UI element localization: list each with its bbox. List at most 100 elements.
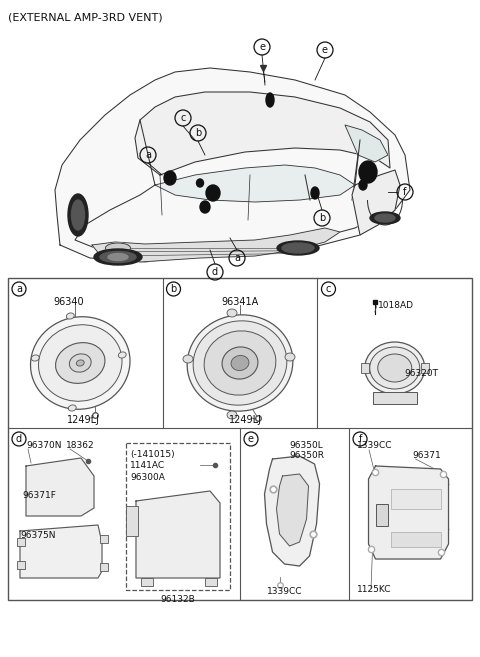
Bar xyxy=(421,363,429,373)
Polygon shape xyxy=(26,458,94,516)
Ellipse shape xyxy=(311,187,319,199)
Bar xyxy=(100,535,108,543)
Bar xyxy=(17,561,25,569)
Ellipse shape xyxy=(68,405,76,411)
Text: b: b xyxy=(195,128,201,138)
Bar xyxy=(141,578,153,586)
Text: (EXTERNAL AMP-3RD VENT): (EXTERNAL AMP-3RD VENT) xyxy=(8,13,163,23)
Bar xyxy=(391,532,441,547)
Ellipse shape xyxy=(282,243,314,253)
Ellipse shape xyxy=(378,354,412,382)
Polygon shape xyxy=(55,68,410,262)
Ellipse shape xyxy=(370,212,400,224)
Text: 96320T: 96320T xyxy=(405,369,439,378)
Text: e: e xyxy=(248,434,254,444)
Text: 96371F: 96371F xyxy=(22,491,56,501)
Bar xyxy=(373,392,417,404)
Text: 96340: 96340 xyxy=(53,297,84,307)
Ellipse shape xyxy=(66,313,74,319)
Ellipse shape xyxy=(231,355,249,371)
Text: 96350R: 96350R xyxy=(289,451,324,461)
Ellipse shape xyxy=(183,355,193,363)
Text: 96350L: 96350L xyxy=(289,442,323,451)
Ellipse shape xyxy=(100,252,136,263)
Ellipse shape xyxy=(370,347,420,389)
Polygon shape xyxy=(369,466,448,559)
Text: a: a xyxy=(16,284,22,294)
Text: 1018AD: 1018AD xyxy=(378,302,414,311)
Ellipse shape xyxy=(285,353,295,361)
Text: a: a xyxy=(234,253,240,263)
Ellipse shape xyxy=(277,241,319,255)
Text: b: b xyxy=(319,213,325,223)
Text: 96375N: 96375N xyxy=(20,532,56,541)
Text: e: e xyxy=(322,45,328,55)
Ellipse shape xyxy=(94,249,142,265)
Polygon shape xyxy=(264,456,320,566)
Ellipse shape xyxy=(196,179,204,187)
Text: 1125KC: 1125KC xyxy=(357,585,392,595)
Ellipse shape xyxy=(76,360,84,366)
Polygon shape xyxy=(92,228,340,262)
Polygon shape xyxy=(276,474,309,546)
Text: 1249LJ: 1249LJ xyxy=(67,415,100,425)
Ellipse shape xyxy=(68,194,88,236)
Ellipse shape xyxy=(359,180,367,190)
Text: c: c xyxy=(326,284,331,294)
Text: 1339CC: 1339CC xyxy=(357,442,393,451)
Bar xyxy=(205,578,217,586)
Bar xyxy=(126,506,138,536)
Bar xyxy=(100,563,108,571)
Bar xyxy=(126,443,230,590)
Text: d: d xyxy=(16,434,22,444)
Text: f: f xyxy=(403,187,407,197)
Polygon shape xyxy=(155,165,355,202)
Ellipse shape xyxy=(200,201,210,213)
Ellipse shape xyxy=(206,185,220,201)
Bar xyxy=(391,489,441,509)
Text: c: c xyxy=(180,113,186,123)
Ellipse shape xyxy=(365,342,425,394)
Ellipse shape xyxy=(108,254,128,260)
Text: 1141AC: 1141AC xyxy=(130,461,165,470)
Text: 1339CC: 1339CC xyxy=(267,587,302,597)
Ellipse shape xyxy=(31,317,130,409)
Ellipse shape xyxy=(222,347,258,379)
Text: (-141015): (-141015) xyxy=(130,451,175,459)
Text: e: e xyxy=(259,42,265,52)
Polygon shape xyxy=(136,491,220,578)
Ellipse shape xyxy=(56,343,105,384)
Ellipse shape xyxy=(72,200,84,230)
Polygon shape xyxy=(345,125,388,162)
Ellipse shape xyxy=(106,243,131,253)
Text: 96132B: 96132B xyxy=(161,595,195,604)
Text: d: d xyxy=(212,267,218,277)
Bar xyxy=(375,504,387,526)
Bar xyxy=(8,278,472,600)
Text: 96300A: 96300A xyxy=(130,474,165,482)
Ellipse shape xyxy=(187,315,293,411)
Ellipse shape xyxy=(227,411,237,419)
Ellipse shape xyxy=(164,171,176,185)
Bar xyxy=(17,538,25,546)
Text: 1249LJ: 1249LJ xyxy=(228,415,262,425)
Ellipse shape xyxy=(31,355,39,361)
Text: b: b xyxy=(170,284,177,294)
Bar xyxy=(361,363,369,373)
Ellipse shape xyxy=(193,321,287,405)
Text: 96371: 96371 xyxy=(412,451,441,461)
Ellipse shape xyxy=(359,161,377,183)
Ellipse shape xyxy=(227,309,237,317)
Text: 18362: 18362 xyxy=(66,442,95,451)
Ellipse shape xyxy=(266,93,274,107)
Polygon shape xyxy=(135,92,390,175)
Polygon shape xyxy=(20,525,102,578)
Ellipse shape xyxy=(375,214,395,222)
Text: 96341A: 96341A xyxy=(221,297,259,307)
Ellipse shape xyxy=(204,331,276,395)
Polygon shape xyxy=(352,170,400,235)
Ellipse shape xyxy=(38,325,122,401)
Text: f: f xyxy=(359,434,362,444)
Ellipse shape xyxy=(118,352,126,358)
Text: a: a xyxy=(145,150,151,160)
